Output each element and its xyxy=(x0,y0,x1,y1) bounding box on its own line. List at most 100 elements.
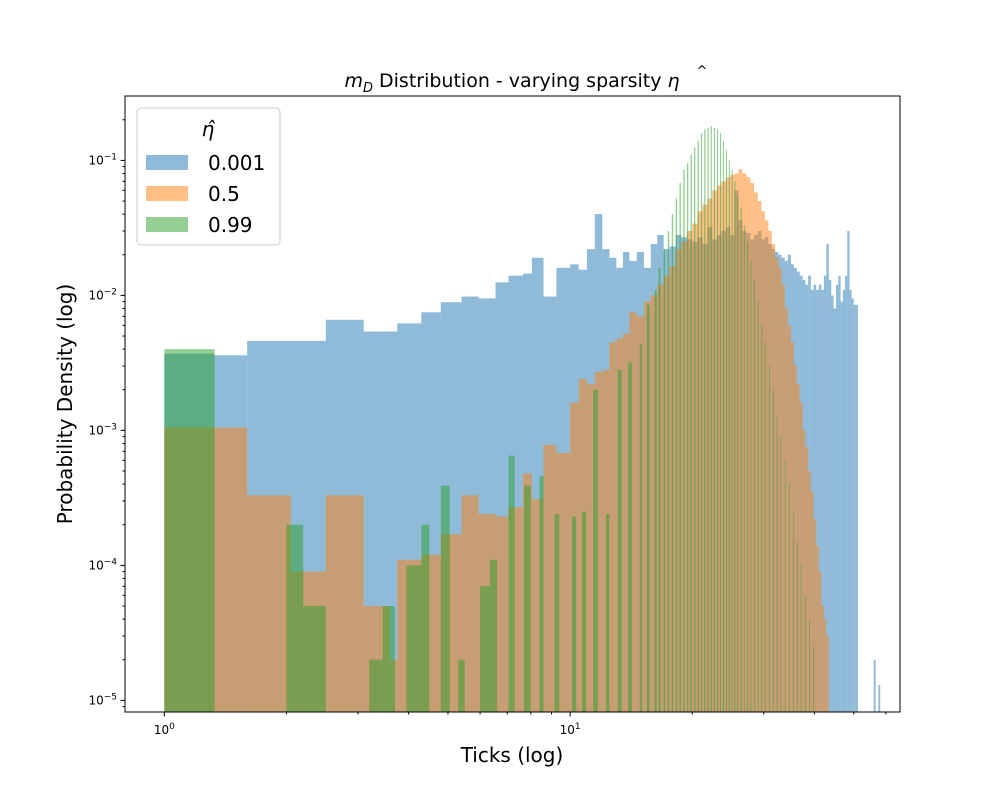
bar-series-3-33 xyxy=(694,147,696,712)
bar-series-2-21 xyxy=(594,372,603,712)
bar-series-1-85 xyxy=(851,298,854,712)
bar-series-2-45 xyxy=(734,173,739,713)
bar-series-3-32 xyxy=(690,154,692,712)
bar-series-2-62 xyxy=(793,365,797,712)
bar-series-1-6 xyxy=(390,331,398,712)
bar-series-1-71 xyxy=(818,284,822,712)
bar-series-3-14 xyxy=(554,514,560,712)
bar-series-3-60 xyxy=(784,460,786,712)
bar-series-3-30 xyxy=(683,169,685,712)
x-tick-label-1: 101 xyxy=(560,722,581,737)
bar-series-3-61 xyxy=(788,484,790,712)
y-axis-label: Probability Density (log) xyxy=(53,284,77,525)
legend-swatch-1 xyxy=(146,155,188,170)
bar-series-3-38 xyxy=(710,125,712,712)
bar-series-1-88 xyxy=(873,659,876,712)
bar-series-3-35 xyxy=(700,132,703,713)
bar-series-2-67 xyxy=(808,471,811,712)
bar-series-3-42 xyxy=(722,140,725,712)
bar-series-1-81 xyxy=(842,289,846,712)
legend-swatch-2 xyxy=(146,186,188,201)
bar-series-2-69 xyxy=(813,519,817,712)
bar-series-1-77 xyxy=(833,308,836,712)
title-subscript: D xyxy=(363,81,373,96)
bar-series-1-87 xyxy=(855,304,858,712)
bar-series-2-64 xyxy=(799,402,803,712)
bar-series-2-50 xyxy=(754,192,758,713)
bar-series-3-49 xyxy=(743,225,745,712)
bar-series-3-56 xyxy=(768,365,770,712)
bar-series-2-66 xyxy=(805,447,809,712)
bar-series-3-41 xyxy=(719,132,722,713)
bar-series-3-29 xyxy=(679,183,681,712)
bar-series-3-1 xyxy=(286,524,304,712)
bar-series-2-54 xyxy=(768,230,772,713)
bar-series-1-86 xyxy=(853,304,856,712)
bar-series-3-16 xyxy=(582,511,587,712)
bar-series-3-28 xyxy=(675,198,678,713)
bar-series-2-4 xyxy=(325,495,364,712)
bar-series-2-16 xyxy=(543,444,557,712)
bar-series-2-71 xyxy=(818,571,822,712)
bar-series-3-66 xyxy=(809,619,810,712)
bar-series-1-74 xyxy=(826,244,829,712)
bar-series-3-19 xyxy=(617,370,622,712)
legend-label-2: 0.5 xyxy=(208,182,240,206)
bar-series-2-26 xyxy=(629,312,637,712)
bar-series-2-22 xyxy=(602,370,610,712)
bar-series-1-69 xyxy=(813,284,817,712)
bar-series-1-82 xyxy=(845,275,848,712)
bar-series-2-58 xyxy=(781,284,785,712)
bar-series-3-67 xyxy=(813,646,814,712)
bar-series-3-11 xyxy=(508,455,515,712)
bar-series-1-89 xyxy=(878,684,881,712)
bar-series-1-76 xyxy=(831,295,834,712)
bar-series-3-47 xyxy=(737,195,739,712)
bar-series-3-46 xyxy=(734,181,736,712)
x-tick-label-0: 100 xyxy=(154,722,175,737)
bar-series-3-31 xyxy=(686,163,689,712)
bar-series-3-45 xyxy=(731,169,733,712)
bar-series-2-33 xyxy=(675,249,682,713)
bar-series-1-84 xyxy=(849,289,852,712)
bar-series-2-37 xyxy=(697,211,703,712)
bar-series-2-17 xyxy=(556,453,571,712)
y-tick-label-2: 10−3 xyxy=(88,422,117,437)
bar-series-2-74 xyxy=(826,635,829,712)
bar-series-3-12 xyxy=(524,485,531,712)
bar-series-3-44 xyxy=(728,160,730,712)
bar-series-3-26 xyxy=(667,230,670,713)
bar-series-3-27 xyxy=(671,214,674,712)
title-text: Distribution - varying sparsity xyxy=(373,70,668,92)
bar-series-2-29 xyxy=(650,295,658,712)
legend-label-1: 0.001 xyxy=(208,151,265,175)
bar-series-1-79 xyxy=(838,275,841,712)
legend-box xyxy=(136,107,281,246)
bar-series-3-18 xyxy=(605,514,610,712)
bar-series-3-22 xyxy=(646,304,650,712)
legend-swatch-3 xyxy=(146,217,188,232)
bar-series-3-6 xyxy=(421,524,430,712)
bar-series-2-49 xyxy=(750,183,755,712)
bar-series-2-48 xyxy=(746,177,751,712)
bar-series-2-31 xyxy=(663,275,670,712)
y-tick-label-1: 10−4 xyxy=(88,557,117,572)
bar-series-3-2 xyxy=(303,606,326,712)
bar-series-2-61 xyxy=(790,342,794,712)
bar-series-3-50 xyxy=(747,241,749,712)
bar-series-3-40 xyxy=(716,129,719,713)
bar-series-1-73 xyxy=(823,275,827,712)
bar-series-1-78 xyxy=(835,284,839,712)
chart-title: mD Distribution - varying sparsity η xyxy=(344,70,679,96)
title-m: m xyxy=(344,70,363,92)
bar-series-1-15 xyxy=(531,257,544,712)
plot-bars xyxy=(164,125,881,713)
bar-series-2-51 xyxy=(757,201,762,713)
bar-series-3-54 xyxy=(761,325,763,712)
legend-title: η̂ xyxy=(202,117,216,141)
bar-series-3-0 xyxy=(164,349,215,712)
bar-series-2-15 xyxy=(531,499,544,712)
bar-series-3-17 xyxy=(593,389,598,712)
bar-series-2-20 xyxy=(586,384,595,712)
bar-series-2-72 xyxy=(821,606,824,712)
